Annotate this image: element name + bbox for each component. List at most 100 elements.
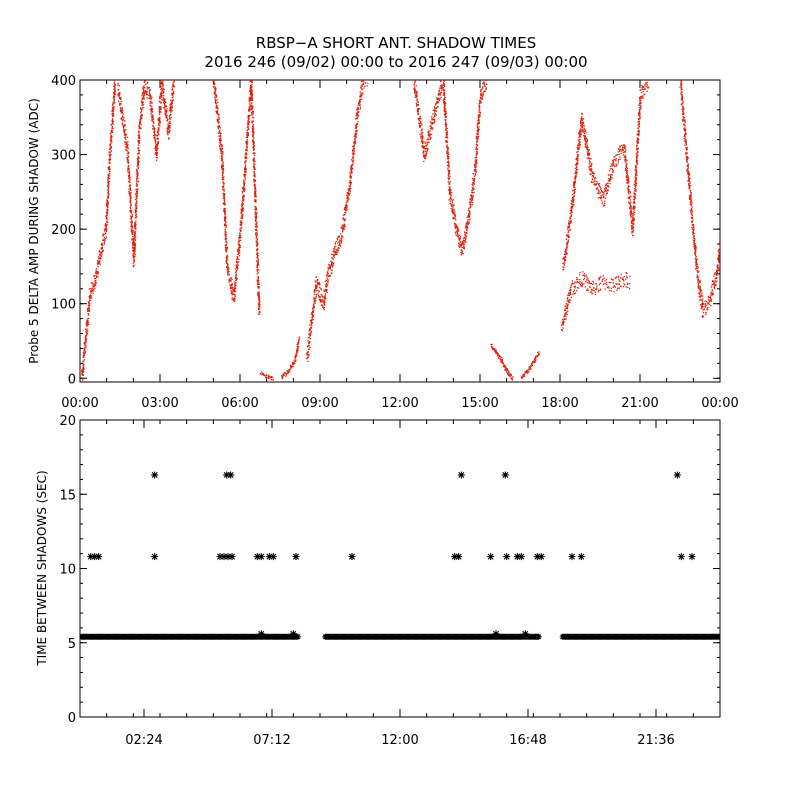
data-point bbox=[254, 160, 255, 161]
data-point bbox=[252, 107, 253, 108]
data-point bbox=[166, 105, 167, 106]
data-point bbox=[245, 167, 246, 168]
data-point bbox=[320, 299, 321, 300]
data-point bbox=[414, 93, 415, 94]
data-point bbox=[414, 86, 415, 87]
data-point bbox=[328, 269, 329, 270]
data-point bbox=[570, 294, 571, 295]
data-point bbox=[348, 190, 349, 191]
data-point bbox=[431, 127, 432, 128]
data-point bbox=[440, 94, 441, 95]
data-point bbox=[591, 290, 592, 291]
data-point bbox=[161, 97, 162, 98]
data-point bbox=[576, 290, 577, 291]
data-point bbox=[223, 189, 224, 190]
data-point bbox=[627, 287, 628, 288]
data-point bbox=[413, 77, 414, 78]
data-point bbox=[137, 156, 138, 157]
data-point bbox=[88, 301, 89, 302]
data-point bbox=[253, 135, 254, 136]
data-point bbox=[326, 283, 327, 284]
data-point bbox=[345, 210, 346, 211]
data-point bbox=[143, 98, 144, 99]
data-point bbox=[568, 302, 569, 303]
data-point bbox=[259, 293, 260, 294]
data-point bbox=[609, 282, 610, 283]
data-point bbox=[130, 205, 131, 206]
data-point bbox=[161, 75, 162, 76]
red-trace-segment bbox=[413, 74, 488, 256]
data-point bbox=[441, 92, 442, 93]
data-point bbox=[166, 115, 167, 116]
data-point bbox=[253, 142, 254, 143]
data-point bbox=[255, 226, 256, 227]
data-point bbox=[337, 252, 338, 253]
data-point bbox=[467, 224, 468, 225]
data-point bbox=[258, 262, 259, 263]
data-point bbox=[439, 98, 440, 99]
data-point bbox=[152, 111, 153, 112]
data-point bbox=[288, 370, 289, 371]
data-point bbox=[484, 91, 485, 92]
data-point bbox=[221, 146, 222, 147]
data-point bbox=[253, 124, 254, 125]
data-point bbox=[167, 133, 168, 134]
data-point bbox=[353, 146, 354, 147]
data-point bbox=[88, 310, 89, 311]
data-point bbox=[242, 210, 243, 211]
data-point bbox=[141, 111, 142, 112]
data-point bbox=[307, 351, 308, 352]
data-point bbox=[309, 345, 310, 346]
data-point bbox=[465, 227, 466, 228]
data-point bbox=[253, 158, 254, 159]
data-point bbox=[462, 253, 463, 254]
data-point bbox=[246, 152, 247, 153]
data-point bbox=[158, 132, 159, 133]
data-point bbox=[314, 303, 315, 304]
data-point bbox=[329, 268, 330, 269]
data-point bbox=[163, 95, 164, 96]
data-point bbox=[472, 178, 473, 179]
data-point bbox=[367, 83, 368, 84]
data-point bbox=[468, 208, 469, 209]
data-point bbox=[351, 165, 352, 166]
data-point bbox=[447, 144, 448, 145]
data-point bbox=[134, 241, 135, 242]
data-point bbox=[97, 260, 98, 261]
data-point bbox=[89, 288, 90, 289]
data-point bbox=[449, 189, 450, 190]
data-point bbox=[475, 164, 476, 165]
data-point bbox=[220, 136, 221, 137]
data-point bbox=[235, 272, 236, 273]
data-point bbox=[137, 193, 138, 194]
data-point bbox=[330, 268, 331, 269]
x-tick-label: 15:00 bbox=[461, 396, 498, 411]
data-point bbox=[472, 184, 473, 185]
data-point bbox=[448, 154, 449, 155]
data-point bbox=[232, 287, 233, 288]
data-point bbox=[107, 182, 108, 183]
data-point bbox=[167, 134, 168, 135]
data-point bbox=[562, 319, 563, 320]
data-point bbox=[158, 134, 159, 135]
data-point bbox=[360, 87, 361, 88]
data-point bbox=[117, 94, 118, 95]
red-trace-segment bbox=[281, 337, 300, 380]
data-point bbox=[347, 201, 348, 202]
data-point bbox=[215, 101, 216, 102]
data-point bbox=[327, 274, 328, 275]
data-point bbox=[352, 172, 353, 173]
data-point bbox=[213, 80, 214, 81]
data-point bbox=[129, 192, 130, 193]
data-point bbox=[140, 112, 141, 113]
data-point bbox=[572, 212, 573, 213]
data-point bbox=[158, 129, 159, 130]
data-point bbox=[568, 292, 569, 293]
data-point bbox=[480, 102, 481, 103]
data-point bbox=[256, 214, 257, 215]
data-point bbox=[341, 235, 342, 236]
data-point bbox=[570, 288, 571, 289]
data-point bbox=[107, 200, 108, 201]
data-point bbox=[445, 114, 446, 115]
data-point bbox=[535, 358, 536, 359]
